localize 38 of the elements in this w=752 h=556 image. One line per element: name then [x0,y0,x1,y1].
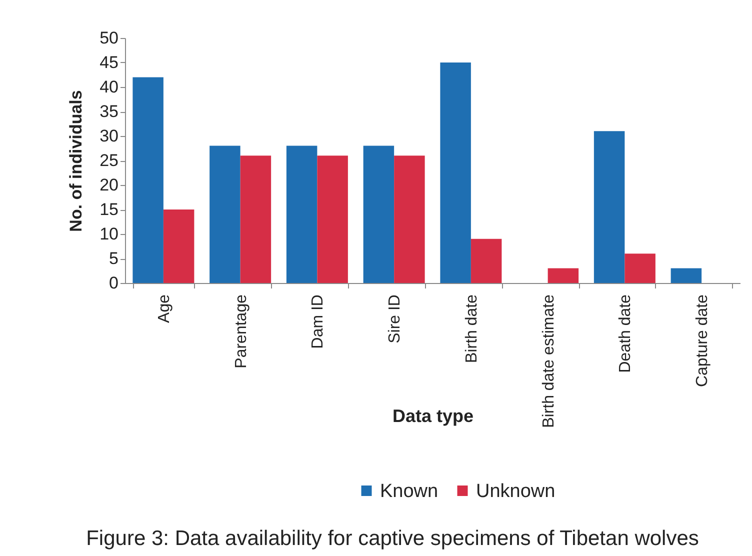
y-tick-label: 30 [100,126,118,146]
legend-label: Unknown [476,480,556,502]
bar [210,146,240,283]
x-axis-title: Data type [392,406,474,426]
bar [470,238,502,283]
bar [317,156,348,283]
bar [594,131,625,283]
y-tick-label: 5 [109,249,118,268]
bar [240,156,272,283]
y-axis-title: No. of individuals [66,90,86,232]
y-tick-label: 35 [100,102,118,121]
bar [624,254,656,283]
y-tick-label: 15 [100,200,118,219]
x-tick-label: Death date [617,294,634,373]
x-tick-label: Birth date [463,294,480,363]
bar [548,268,579,283]
x-tick-label: Birth date estimate [540,294,558,428]
bar [132,77,164,283]
y-tick-label: 10 [100,224,118,244]
x-tick-label: Dam ID [310,294,327,349]
bar [394,156,425,283]
y-tick-label: 40 [100,78,118,96]
bar [363,146,394,283]
x-tick-label: Age [156,294,173,323]
y-tick-label: 45 [100,53,118,72]
x-tick-label: Parentage [232,294,250,368]
y-tick-label: 20 [100,176,118,194]
bar [163,210,194,283]
legend-label: Known [380,480,438,502]
y-tick-label: 0 [109,274,118,292]
x-tick-label: Capture date [694,294,712,388]
y-tick-label: 50 [100,28,118,48]
y-tick-label: 25 [100,151,118,170]
x-tick-label: Sire ID [386,294,404,344]
bar [440,62,471,283]
bar [286,146,318,283]
text: Figure 3: Data availability for captive specimens of Tibetan wolves [86,527,699,550]
bar [670,268,702,283]
